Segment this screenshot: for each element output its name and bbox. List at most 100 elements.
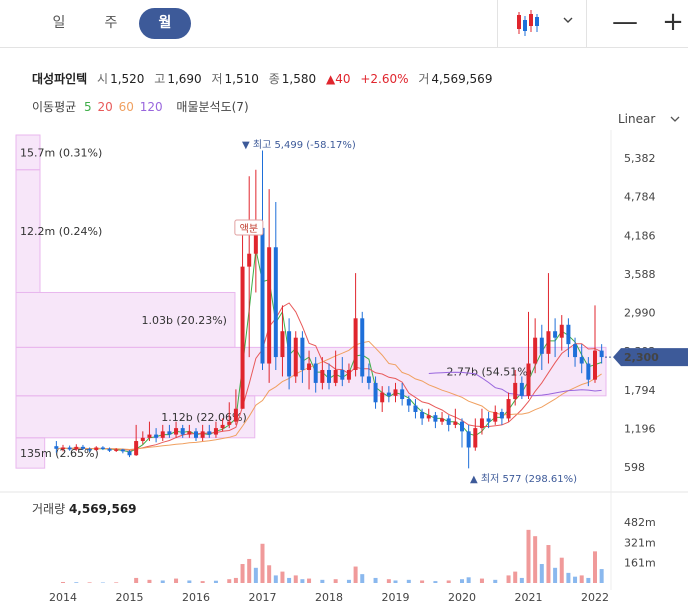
candle-body (120, 449, 125, 452)
volume-bar (460, 579, 464, 583)
candle-body (386, 392, 391, 396)
volume-bar (519, 577, 524, 583)
candle-body (200, 431, 205, 438)
high-label: 고 (154, 72, 166, 86)
candle-body (393, 389, 398, 396)
price-tick-label: 598 (624, 461, 645, 474)
volume-bar (233, 577, 238, 583)
candle-body (400, 389, 405, 400)
candle-body (366, 376, 371, 383)
candle-body (519, 382, 524, 396)
scale-toggle-button[interactable]: Linear (618, 112, 688, 126)
grid-lines (0, 130, 688, 590)
candle-body (174, 428, 179, 435)
candle-body (559, 324, 564, 338)
chart-type-selector[interactable] (500, 0, 586, 48)
candle-body (87, 448, 92, 451)
candlestick-icon (517, 10, 573, 36)
chart-toolbar: 일 주 월 — + (0, 0, 688, 48)
volume-bar (466, 577, 471, 583)
candle-body (194, 431, 198, 438)
volume-tick-label: 161m (624, 557, 656, 570)
ma60-line (56, 340, 602, 451)
candle-body (253, 227, 258, 254)
candle-body (180, 428, 185, 435)
volume-bar (433, 581, 438, 583)
candle-body (127, 451, 132, 456)
time-tick-label: 2014 (49, 591, 77, 604)
volume-bar (420, 580, 425, 583)
stock-name: 대성파인텍 (32, 72, 88, 86)
ma60-label: 60 (118, 100, 134, 114)
zoom-in-button[interactable]: + (662, 7, 684, 37)
volume-bar (373, 577, 378, 583)
time-tick-label: 2018 (315, 591, 343, 604)
candle-body (453, 421, 458, 425)
volume-bar (187, 580, 192, 583)
volume-bar (253, 567, 258, 583)
candle-body (260, 227, 265, 364)
candle-body (553, 331, 558, 338)
candle-body (340, 369, 345, 380)
time-tick-label: 2016 (182, 591, 210, 604)
volume-profile: 15.7m (0.31%) 12.2m (0.24%) 1.03b (20.23%)… (15, 134, 607, 469)
time-tick-label: 2015 (116, 591, 144, 604)
volume-bar (579, 575, 584, 583)
volume-profile-bar (15, 169, 41, 293)
volume-bar (227, 579, 232, 583)
volume-bar (566, 572, 571, 583)
volume-bar (174, 578, 179, 583)
tab-month[interactable]: 월 (139, 8, 191, 39)
time-tick-label: 2017 (249, 591, 277, 604)
low-value: 1,510 (224, 72, 259, 86)
price-tick-label: 4,186 (624, 229, 656, 242)
open-value: 1,520 (110, 72, 145, 86)
candle-body (479, 418, 484, 429)
volume-bar (320, 579, 325, 583)
volume-label: 거 (418, 72, 430, 86)
candle-body (160, 431, 165, 438)
candle-body (320, 369, 325, 383)
candle-body (380, 392, 385, 403)
candle-body (307, 363, 312, 370)
lowest-price-marker: ▲ 최저 577 (298.61%) (470, 473, 577, 485)
candle-body (499, 411, 504, 419)
ma-label[interactable]: 이동평균 (32, 100, 77, 114)
candle-body (473, 428, 478, 448)
current-price-tag (613, 348, 688, 367)
open-label: 시 (97, 72, 109, 86)
high-value: 1,690 (167, 72, 202, 86)
candle-body (466, 431, 471, 448)
volume-bar (386, 579, 391, 583)
volume-profile-bar (15, 437, 46, 469)
candle-body (546, 331, 551, 354)
candle-body (313, 363, 318, 383)
volume-bar (506, 575, 511, 583)
volume-bar (300, 579, 305, 583)
candle-body (506, 399, 511, 419)
price-info: 대성파인텍 시 1,520 고 1,690 저 1,510 종 1,580 ▲40 +2… (32, 70, 498, 87)
volume-bar (513, 571, 518, 583)
candlesticks (54, 150, 604, 469)
candle-body (74, 446, 79, 450)
time-tick-label: 2022 (581, 591, 609, 604)
zoom-out-button[interactable]: — (612, 7, 638, 37)
candle-body (227, 421, 232, 425)
tab-week[interactable]: 주 (104, 15, 118, 31)
volume-bar (240, 564, 245, 583)
candle-body (346, 369, 351, 380)
volume-bars: 482m 321m 161m (61, 516, 656, 583)
volume-bar (273, 575, 278, 583)
tab-day[interactable]: 일 (52, 15, 66, 31)
candle-body (579, 357, 584, 364)
price-tick-label: 4,784 (624, 191, 656, 204)
current-price-label: 2,300 (624, 351, 659, 364)
volume-bar (74, 582, 79, 583)
candle-body (247, 253, 252, 267)
volume-profile-label[interactable]: 매물분석도(7) (176, 100, 249, 114)
candle-body (100, 447, 105, 449)
volume-bar (134, 577, 139, 583)
volume-panel-legend: 거래량 4,569,569 (32, 500, 137, 517)
candle-body (54, 446, 59, 449)
